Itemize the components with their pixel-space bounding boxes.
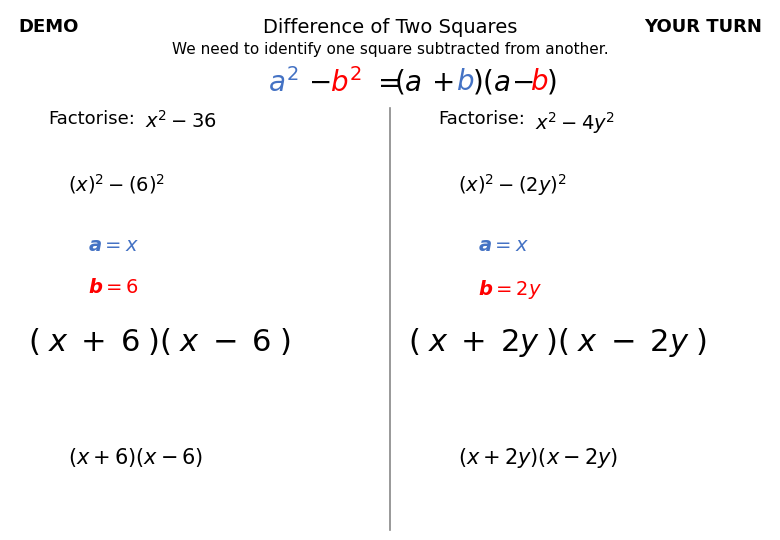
Text: $=$: $=$: [372, 68, 400, 96]
Text: $b$: $b$: [456, 68, 474, 96]
Text: $-$: $-$: [308, 68, 331, 96]
Text: $(\; x \;+\; 2y\;)(\; x \;-\; 2y\;)$: $(\; x \;+\; 2y\;)(\; x \;-\; 2y\;)$: [408, 326, 707, 359]
Text: $(x)^2 - (6)^2$: $(x)^2 - (6)^2$: [68, 172, 165, 196]
Text: $b$: $b$: [530, 68, 548, 96]
Text: $)(a$: $)(a$: [472, 68, 511, 97]
Text: $\boldsymbol{a} = x$: $\boldsymbol{a} = x$: [478, 236, 529, 255]
Text: Factorise:: Factorise:: [48, 110, 135, 128]
Text: DEMO: DEMO: [18, 18, 78, 36]
Text: $\boldsymbol{b} = 6$: $\boldsymbol{b} = 6$: [88, 278, 139, 297]
Text: $(x)^2 - (2y)^2$: $(x)^2 - (2y)^2$: [458, 172, 567, 198]
Text: $x^2 - 36$: $x^2 - 36$: [145, 110, 217, 132]
Text: $b^2$: $b^2$: [330, 68, 362, 98]
Text: $\boldsymbol{b} = 2y$: $\boldsymbol{b} = 2y$: [478, 278, 542, 301]
Text: YOUR TURN: YOUR TURN: [644, 18, 762, 36]
Text: $)$: $)$: [546, 68, 556, 97]
Text: We need to identify one square subtracted from another.: We need to identify one square subtracte…: [172, 42, 608, 57]
Text: $(x+6)(x-6)$: $(x+6)(x-6)$: [68, 446, 204, 469]
Text: $\boldsymbol{a} = x$: $\boldsymbol{a} = x$: [88, 236, 139, 255]
Text: $x^2 - 4y^2$: $x^2 - 4y^2$: [535, 110, 615, 136]
Text: $(\; x \;+\; 6\;)(\; x \;-\; 6\;)$: $(\; x \;+\; 6\;)(\; x \;-\; 6\;)$: [28, 326, 291, 357]
Text: Factorise:: Factorise:: [438, 110, 525, 128]
Text: $(a\,+\,$: $(a\,+\,$: [394, 68, 454, 97]
Text: Difference of Two Squares: Difference of Two Squares: [263, 18, 517, 37]
Text: $(x+2y)(x-2y)$: $(x+2y)(x-2y)$: [458, 446, 618, 470]
Text: $a^2$: $a^2$: [268, 68, 299, 98]
Text: $-$: $-$: [511, 68, 534, 96]
